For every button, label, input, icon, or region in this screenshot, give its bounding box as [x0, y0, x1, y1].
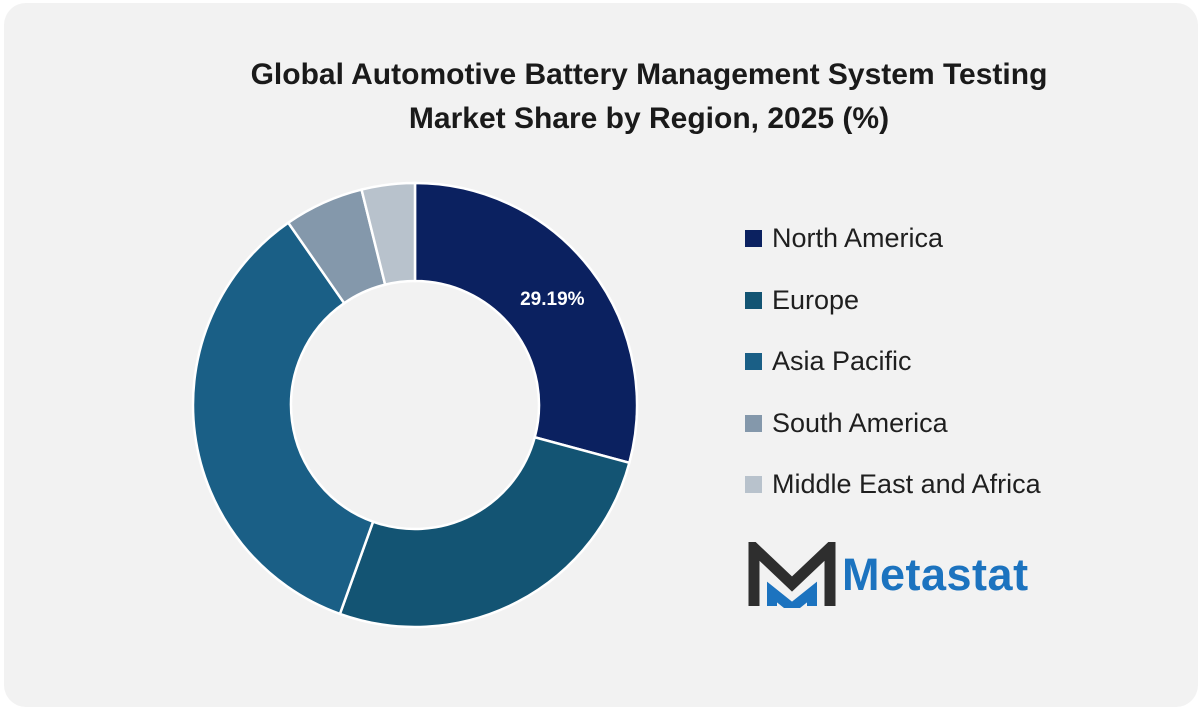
legend-item-north-america: North America	[745, 208, 1041, 270]
donut-slice-middle-east-africa	[360, 181, 417, 287]
legend-item-europe: Europe	[745, 270, 1041, 332]
legend-label: South America	[772, 407, 948, 438]
legend-swatch	[745, 414, 762, 432]
legend-label: Europe	[772, 284, 860, 315]
legend-swatch	[745, 353, 762, 371]
chart-title: Global Automotive Battery Management Sys…	[154, 53, 1144, 141]
metastat-m-logo-icon	[748, 542, 836, 608]
legend-swatch	[745, 230, 762, 248]
logo-text: Metastat	[842, 549, 1029, 600]
data-label-north-america: 29.19%	[520, 289, 585, 310]
donut-slice-north-america	[413, 181, 639, 465]
legend-swatch	[745, 291, 762, 309]
donut-slice-asia-pacific	[191, 220, 375, 616]
legend-label: Middle East and Africa	[772, 469, 1041, 500]
legend-swatch	[745, 476, 762, 494]
chart-title-line-2: Market Share by Region, 2025 (%)	[408, 102, 890, 135]
donut-slice-europe	[338, 435, 631, 629]
metastat-logo: Metastat	[748, 540, 1029, 610]
chart-title-line-1: Global Automotive Battery Management Sys…	[250, 58, 1048, 91]
legend-item-south-america: South America	[745, 393, 1041, 455]
chart-legend: North America Europe Asia Pacific South …	[745, 208, 1041, 516]
legend-item-asia-pacific: Asia Pacific	[745, 331, 1041, 393]
legend-label: North America	[772, 223, 944, 254]
donut-chart: 29.19%	[191, 181, 639, 629]
legend-item-middle-east-africa: Middle East and Africa	[745, 454, 1041, 516]
legend-label: Asia Pacific	[772, 346, 912, 377]
